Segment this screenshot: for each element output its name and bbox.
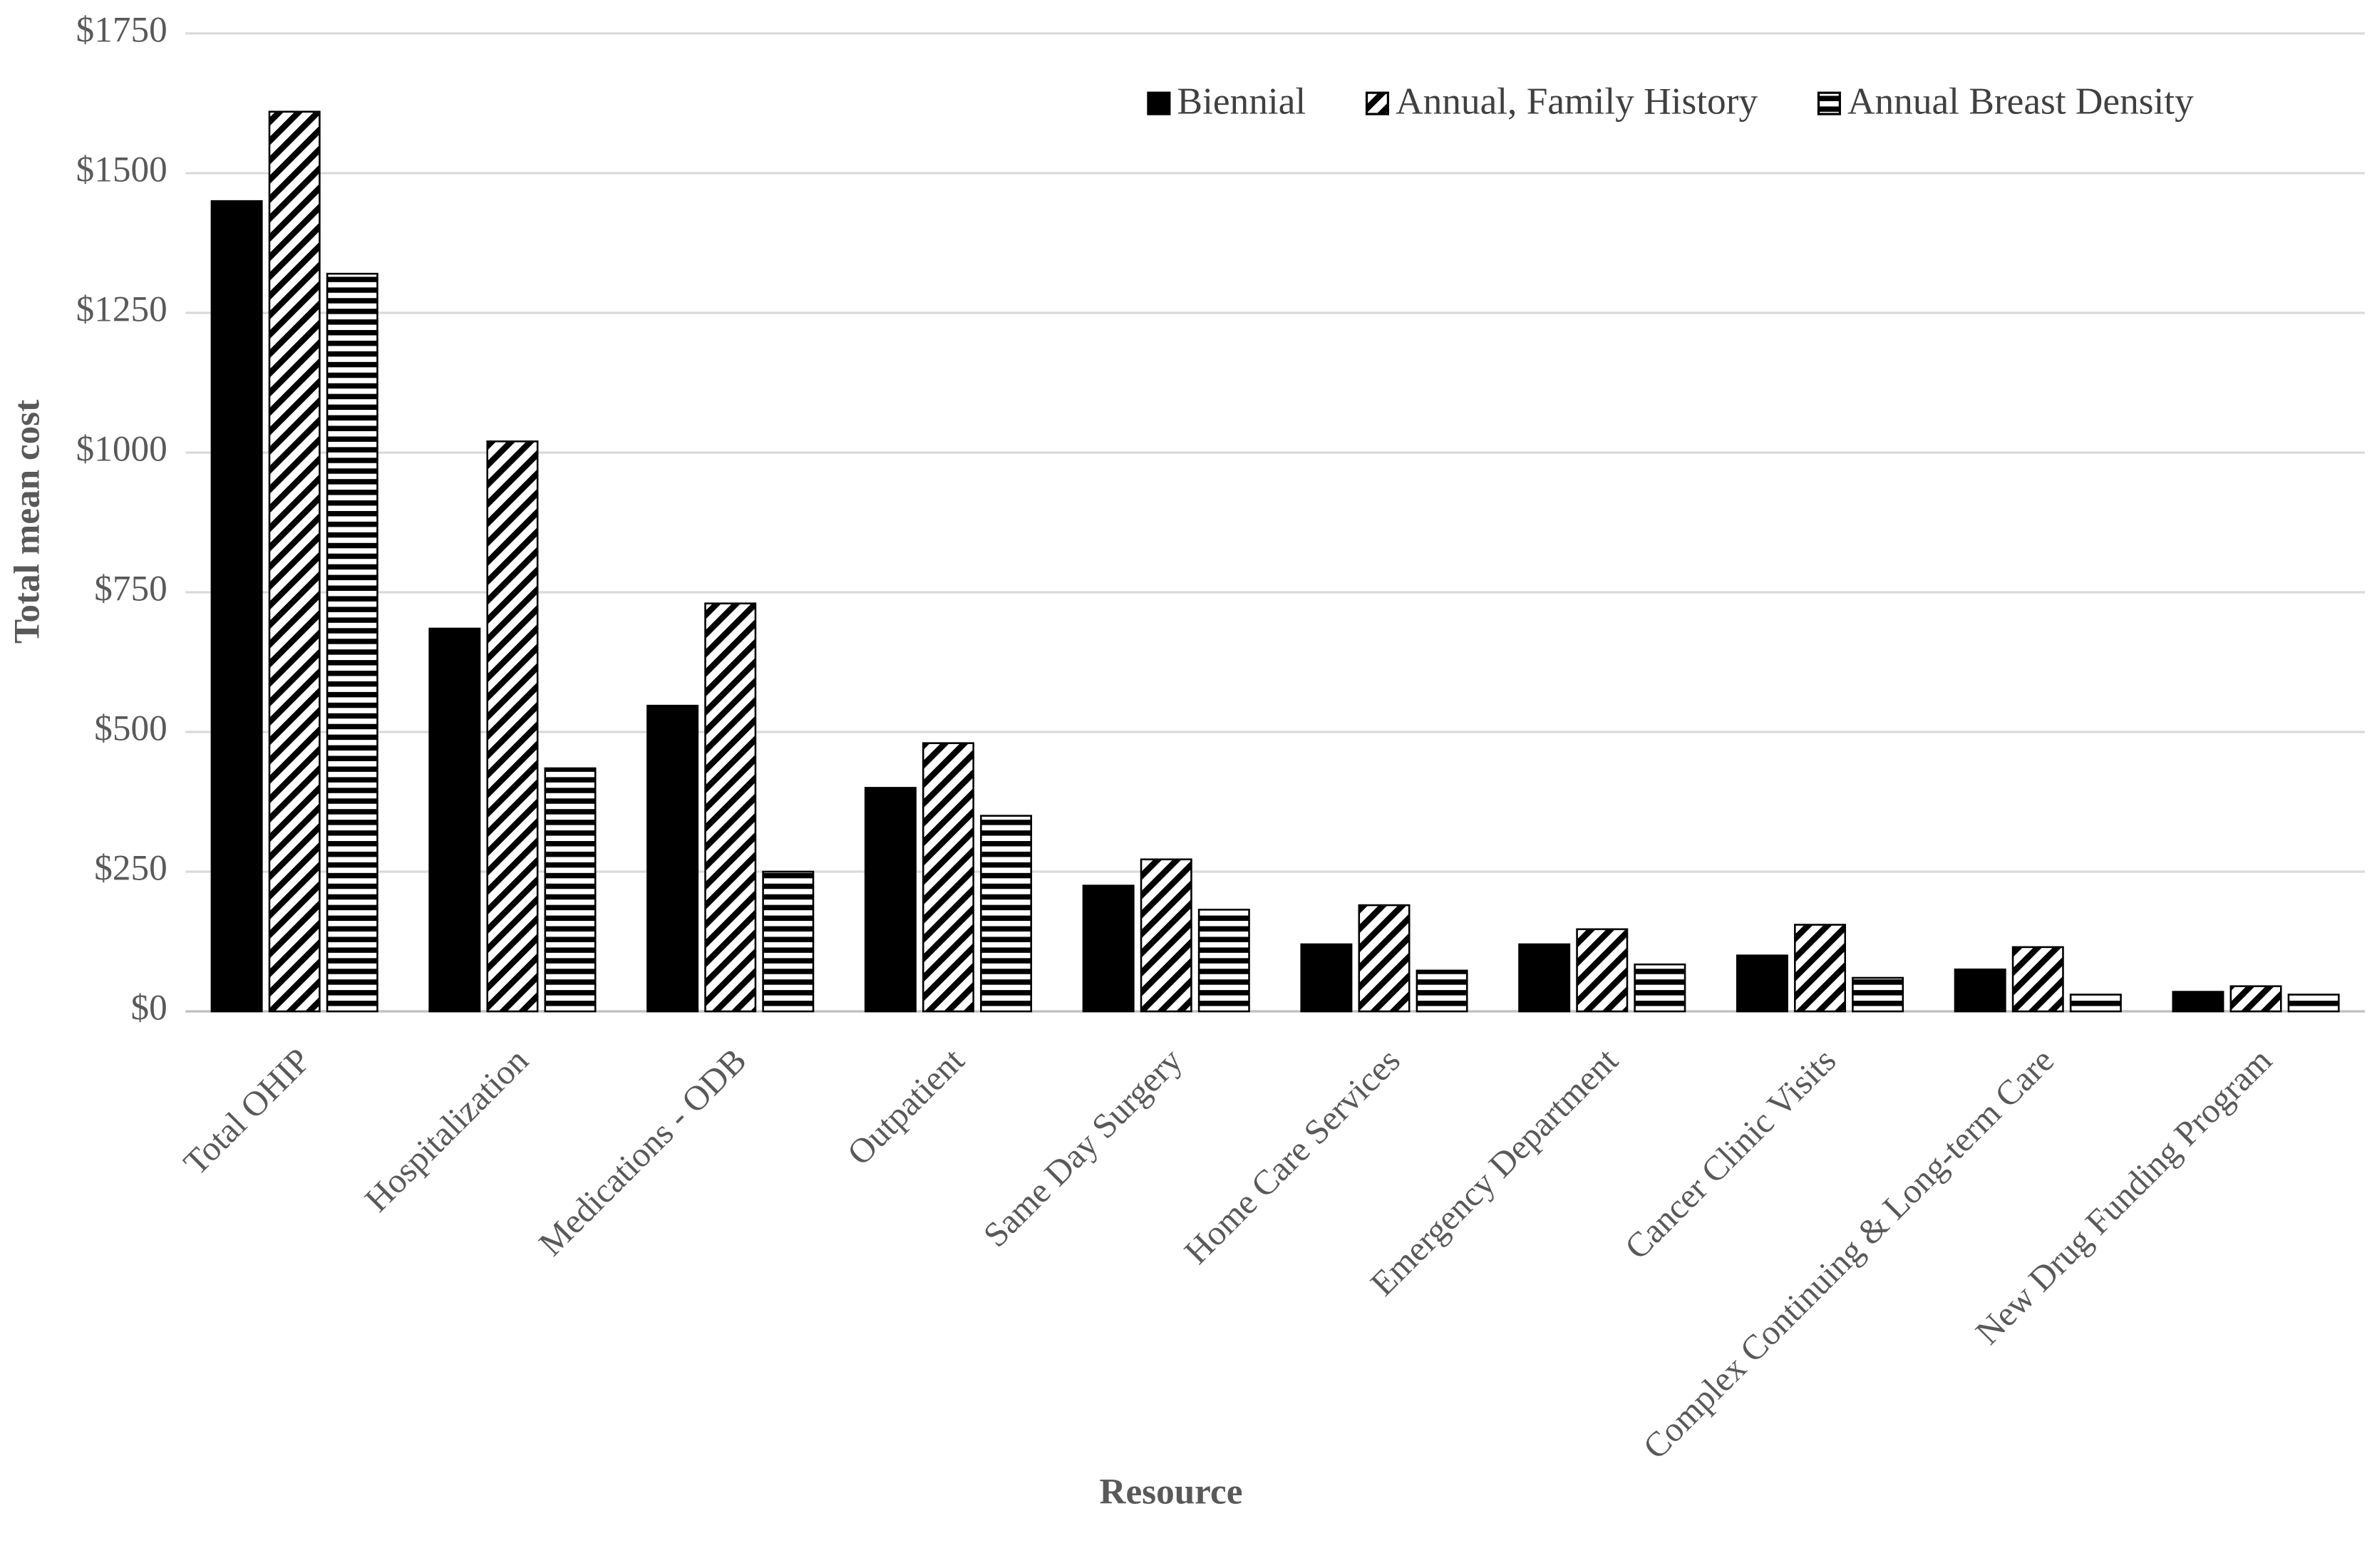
y-tick-label: $500 <box>94 708 167 749</box>
bar <box>1300 943 1353 1013</box>
bar <box>428 627 481 1013</box>
legend-label: Biennial <box>1177 79 1306 122</box>
x-tick-label: Total OHIP <box>176 1041 318 1182</box>
bar <box>1852 976 1904 1013</box>
x-axis-title: Resource <box>1099 1471 1242 1512</box>
bar <box>1634 963 1686 1013</box>
bar <box>326 272 378 1013</box>
x-tick-label: Cancer Clinic Visits <box>1617 1041 1844 1267</box>
bar <box>1736 954 1788 1013</box>
y-tick-label: $250 <box>94 848 167 889</box>
bar <box>210 200 263 1013</box>
bar <box>1794 924 1847 1013</box>
bar <box>2011 946 2064 1013</box>
y-tick-label: $1000 <box>76 429 167 470</box>
bar <box>1082 884 1135 1013</box>
x-tick-label: Emergency Department <box>1363 1041 1626 1304</box>
x-tick-label: Medications - ODB <box>531 1041 754 1264</box>
bar <box>1576 928 1629 1013</box>
legend-label: Annual Breast Density <box>1847 79 2194 122</box>
x-tick-label: Outpatient <box>840 1041 972 1173</box>
bar <box>646 704 699 1013</box>
y-tick-label: $0 <box>131 988 167 1028</box>
bar <box>2287 994 2340 1013</box>
bar <box>2172 991 2224 1013</box>
y-tick-label: $1750 <box>76 10 167 51</box>
bar <box>1416 969 1468 1013</box>
bar <box>2229 985 2282 1013</box>
y-tick-label: $1250 <box>76 289 167 330</box>
bar <box>1518 943 1571 1013</box>
bar <box>1358 904 1411 1013</box>
x-tick-label: Hospitalization <box>357 1041 536 1219</box>
bar <box>864 787 917 1013</box>
bar <box>544 767 597 1013</box>
bar <box>486 440 539 1013</box>
y-tick-label: $750 <box>94 569 167 609</box>
bar <box>922 742 974 1013</box>
x-tick-label: Home Care Services <box>1177 1041 1408 1272</box>
x-tick-label: Same Day Surgery <box>976 1041 1190 1255</box>
bar <box>980 815 1033 1013</box>
x-tick-label: Complex Continuing & Long-term Care <box>1635 1041 2061 1467</box>
bar <box>268 110 321 1013</box>
bar <box>1954 968 2006 1013</box>
legend-marker <box>1147 91 1171 115</box>
legend-marker <box>1365 91 1389 115</box>
bar <box>1197 909 1250 1013</box>
bar <box>2069 994 2122 1013</box>
legend-label: Annual, Family History <box>1396 79 1758 122</box>
y-axis-title: Total mean cost <box>6 400 47 644</box>
y-tick-label: $1500 <box>76 150 167 190</box>
legend-marker <box>1817 91 1841 115</box>
bar <box>762 870 815 1013</box>
bar <box>704 602 757 1013</box>
bar <box>1140 858 1192 1013</box>
